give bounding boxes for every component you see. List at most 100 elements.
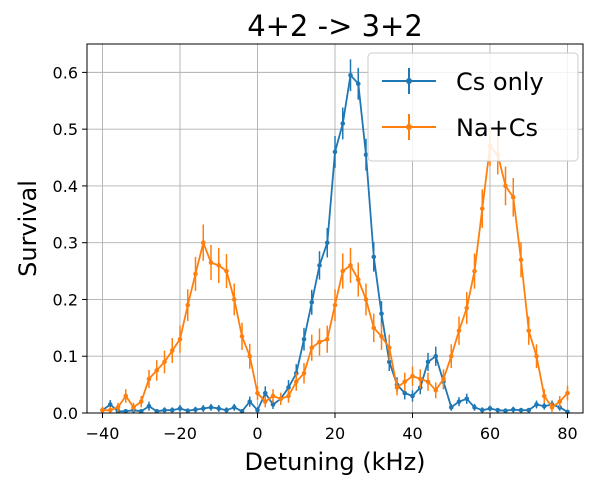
- legend-swatch-marker: [406, 124, 412, 130]
- data-point: [301, 370, 307, 376]
- data-point: [340, 268, 346, 274]
- data-point: [270, 393, 276, 399]
- data-point: [479, 206, 485, 211]
- data-point: [402, 390, 408, 396]
- data-point: [309, 300, 315, 305]
- data-point: [208, 405, 214, 410]
- data-point: [332, 302, 338, 308]
- data-point: [162, 407, 167, 413]
- data-point: [324, 336, 330, 342]
- data-point: [534, 353, 539, 359]
- data-point: [448, 405, 454, 410]
- chart-title: 4+2 -> 3+2: [247, 9, 423, 43]
- data-point: [200, 406, 206, 411]
- data-point: [239, 334, 245, 339]
- data-point: [386, 345, 392, 351]
- x-tick-label: 0: [252, 424, 262, 443]
- data-point: [433, 353, 439, 359]
- data-point: [410, 393, 415, 399]
- data-point: [495, 407, 501, 413]
- series-2: [100, 126, 570, 413]
- data-point: [146, 376, 152, 382]
- data-point: [518, 257, 524, 263]
- data-point: [410, 373, 415, 379]
- data-point: [518, 407, 524, 413]
- data-point: [123, 393, 129, 399]
- data-point: [565, 390, 570, 396]
- data-point: [363, 152, 369, 157]
- x-tick-label: 20: [325, 424, 345, 443]
- data-point: [177, 336, 183, 342]
- y-tick-label: 0.0: [53, 404, 78, 423]
- data-point: [557, 405, 563, 410]
- data-point: [379, 311, 384, 316]
- x-tick-label: 40: [402, 424, 422, 443]
- y-tick-label: 0.6: [53, 63, 78, 82]
- data-point: [332, 149, 338, 155]
- data-point: [441, 376, 446, 382]
- data-point: [379, 334, 384, 339]
- data-point: [216, 263, 222, 268]
- data-point: [138, 399, 144, 404]
- x-tick-label: 60: [480, 424, 500, 443]
- axis-ticks: −40 −20 0 20 40 60 80 0.0 0.1 0.2 0.3 0.4 0.5 0.6: [53, 63, 578, 443]
- data-point: [448, 353, 454, 359]
- data-point: [208, 260, 214, 265]
- data-point: [255, 390, 260, 396]
- data-point: [154, 368, 160, 373]
- data-point: [177, 406, 183, 411]
- data-point: [324, 240, 330, 245]
- data-point: [317, 263, 322, 268]
- data-point: [262, 399, 268, 404]
- data-point: [154, 408, 160, 414]
- y-axis-title: Survival: [14, 180, 42, 277]
- data-point: [185, 408, 191, 414]
- data-point: [146, 403, 152, 409]
- x-tick-label: −40: [86, 424, 120, 443]
- series-layer: [100, 59, 570, 415]
- data-point: [456, 399, 462, 404]
- data-point: [541, 393, 547, 399]
- data-point: [138, 408, 144, 414]
- data-point: [224, 268, 229, 274]
- data-point: [433, 387, 439, 393]
- data-point: [278, 396, 284, 402]
- data-point: [224, 407, 229, 413]
- data-point: [247, 399, 253, 404]
- y-tick-label: 0.1: [53, 347, 78, 366]
- x-tick-label: 80: [557, 424, 577, 443]
- data-point: [185, 302, 191, 308]
- data-point: [317, 339, 322, 345]
- data-point: [557, 399, 563, 404]
- data-point: [309, 345, 315, 351]
- data-point: [286, 385, 291, 390]
- data-point: [456, 328, 462, 333]
- legend: Cs only Na+Cs: [367, 52, 579, 162]
- data-point: [231, 297, 237, 302]
- legend-label: Cs only: [456, 68, 544, 96]
- data-point: [239, 408, 245, 414]
- data-point: [107, 407, 113, 413]
- data-point: [355, 277, 361, 282]
- data-point: [534, 402, 539, 407]
- data-point: [541, 403, 547, 409]
- legend-swatch-marker: [406, 78, 412, 84]
- data-point: [425, 379, 431, 385]
- data-point: [472, 268, 477, 274]
- data-point: [472, 405, 477, 410]
- data-point: [193, 407, 198, 412]
- y-tick-label: 0.2: [53, 290, 78, 309]
- data-point: [464, 396, 470, 402]
- data-point: [371, 325, 377, 331]
- data-point: [425, 359, 431, 365]
- data-point: [200, 240, 206, 245]
- data-point: [510, 407, 516, 412]
- data-point: [100, 407, 105, 413]
- y-tick-label: 0.4: [53, 177, 78, 196]
- data-point: [162, 359, 167, 365]
- data-point: [355, 81, 361, 87]
- data-point: [417, 376, 423, 382]
- data-point: [510, 194, 516, 200]
- data-point: [464, 305, 470, 311]
